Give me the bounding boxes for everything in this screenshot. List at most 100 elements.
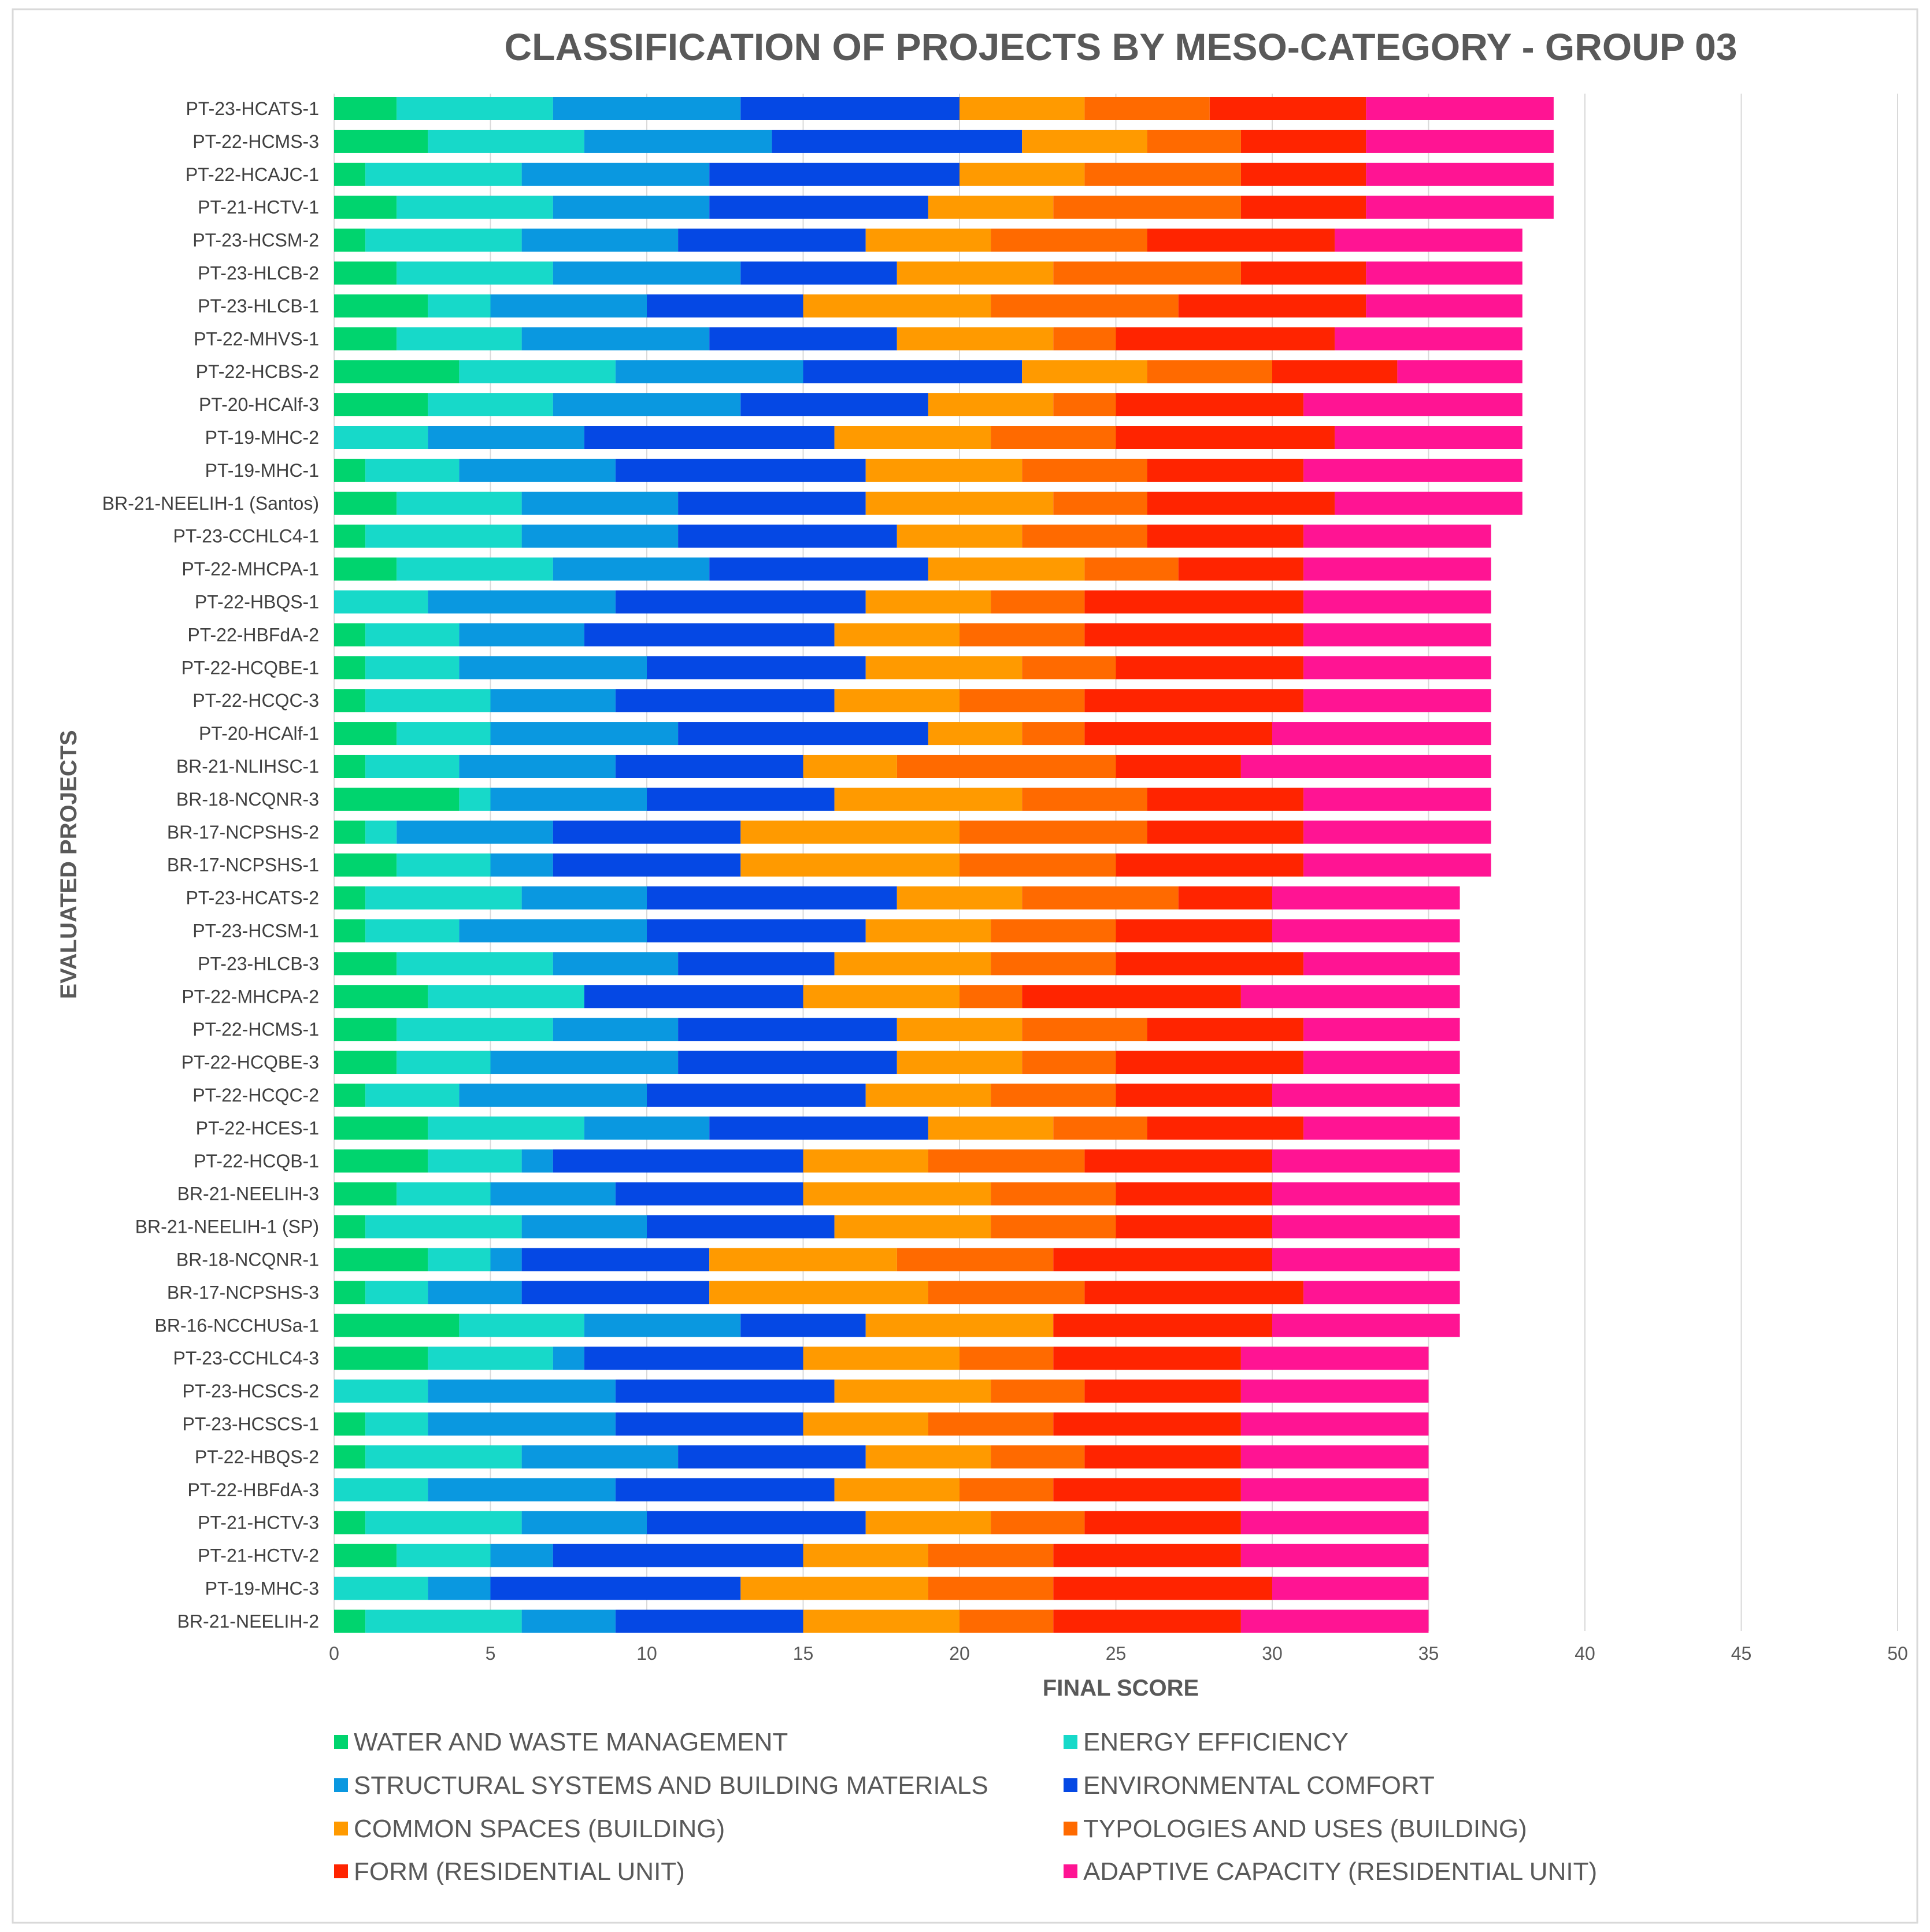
bar-segment [740, 853, 960, 877]
bar-segment [334, 722, 397, 746]
x-tick-label: 50 [1887, 1643, 1908, 1664]
category-label: PT-21-HCTV-3 [198, 1512, 319, 1533]
bar-segment [397, 1182, 491, 1206]
bar-segment [1303, 458, 1522, 482]
bar-segment [1116, 393, 1304, 417]
bar-segment [1053, 1116, 1147, 1140]
bar-segment [865, 590, 991, 614]
category-labels: PT-23-HCATS-1 PT-22-HCMS-3 PT-22-HCAJC-1 PT… [102, 98, 319, 1631]
bar-segment [584, 1116, 710, 1140]
bar-segment [991, 919, 1116, 943]
bar-segment [1084, 557, 1179, 581]
bar-segment [459, 919, 647, 943]
category-label: PT-22-MHCPA-1 [181, 559, 319, 580]
bar-segment [1303, 1051, 1460, 1074]
bar-segment [334, 919, 366, 943]
bar-segment [365, 1412, 428, 1436]
category-label: PT-22-HCMS-1 [192, 1019, 319, 1040]
bar-segment [334, 787, 460, 811]
bar-segment [334, 195, 397, 219]
bar-segment [334, 1314, 460, 1337]
bar-segment [1272, 886, 1460, 910]
bar-segment [928, 1116, 1054, 1140]
bar-segment [1147, 1018, 1304, 1041]
bar-segment [459, 360, 616, 384]
bar-segment [834, 689, 960, 713]
bar-segment [615, 1478, 835, 1501]
x-tick-label: 40 [1575, 1643, 1595, 1664]
bar-segment [834, 623, 960, 647]
bar-segment [615, 689, 835, 713]
bar-segment [334, 524, 366, 548]
bar-segment [865, 1445, 991, 1469]
bar-segment [1366, 261, 1522, 285]
category-label: PT-23-HLCB-1 [198, 295, 319, 316]
bar-segment [803, 1412, 928, 1436]
bar-segment [334, 886, 366, 910]
bar-segment [1053, 1314, 1272, 1337]
bar-segment [1022, 458, 1147, 482]
bar-segment [459, 623, 584, 647]
bar-segment [490, 853, 553, 877]
category-label: BR-21-NEELIH-3 [177, 1184, 319, 1204]
bar-segment [1303, 787, 1491, 811]
bar-segment [334, 1149, 428, 1173]
bar-segment [1116, 952, 1304, 976]
bar-segment [1303, 393, 1522, 417]
bar-segment [397, 722, 491, 746]
bar-segment [928, 1281, 1085, 1304]
bar-segment [1366, 129, 1554, 153]
legend-swatch [1064, 1864, 1077, 1878]
bar-segment [553, 97, 741, 120]
bar-segment [1084, 1445, 1241, 1469]
x-axis-title: FINAL SCORE [1043, 1675, 1199, 1701]
bar-segment [1303, 952, 1460, 976]
bar-segment [1272, 1182, 1460, 1206]
bar-segment [334, 1347, 428, 1370]
category-label: PT-22-HCQB-1 [194, 1151, 319, 1171]
category-label: BR-21-NEELIH-2 [177, 1611, 319, 1631]
bar-segment [334, 985, 428, 1008]
bar-segment [521, 524, 679, 548]
bar-segment [960, 820, 1147, 844]
bar-segment [1022, 129, 1147, 153]
bar-segment [1084, 722, 1272, 746]
bar-segment [521, 1511, 647, 1534]
bar-segment [1335, 228, 1522, 252]
bar-segment [1272, 360, 1398, 384]
bar-segment [803, 1182, 991, 1206]
bar-segment [428, 1380, 616, 1403]
category-label: PT-22-HCQBE-3 [181, 1052, 319, 1073]
bar-segment [1272, 722, 1491, 746]
bar-segment [1053, 195, 1241, 219]
bar-segment [1147, 820, 1304, 844]
category-label: PT-23-HCATS-2 [186, 888, 319, 908]
bar-segment [334, 557, 397, 581]
bar-segment [1084, 689, 1304, 713]
bar-segment [960, 1478, 1054, 1501]
bar-segment [1272, 1314, 1460, 1337]
category-label: PT-23-HLCB-3 [198, 953, 319, 974]
bar-segment [1022, 787, 1147, 811]
bar-segment [553, 820, 741, 844]
bar-segment [1178, 886, 1272, 910]
category-label: PT-20-HCAlf-1 [199, 723, 319, 744]
bar-segment [521, 162, 710, 186]
category-label: PT-22-HCES-1 [196, 1118, 319, 1139]
category-label: BR-18-NCQNR-1 [176, 1249, 319, 1270]
bar-segment [803, 1544, 928, 1567]
bar-segment [1335, 327, 1522, 351]
bar-segment [1022, 656, 1116, 680]
bar-segment [647, 787, 835, 811]
bar-segment [334, 1182, 397, 1206]
bar-segment [553, 1018, 679, 1041]
bar-segment [490, 1577, 741, 1600]
bar-segment [584, 985, 803, 1008]
bar-segment [334, 1215, 366, 1238]
bar-segment [865, 1314, 1054, 1337]
bar-segment [1022, 886, 1179, 910]
bar-segment [615, 755, 803, 778]
bar-segment [365, 1281, 428, 1304]
bar-segment [865, 1084, 991, 1107]
bar-segment [1272, 1577, 1429, 1600]
